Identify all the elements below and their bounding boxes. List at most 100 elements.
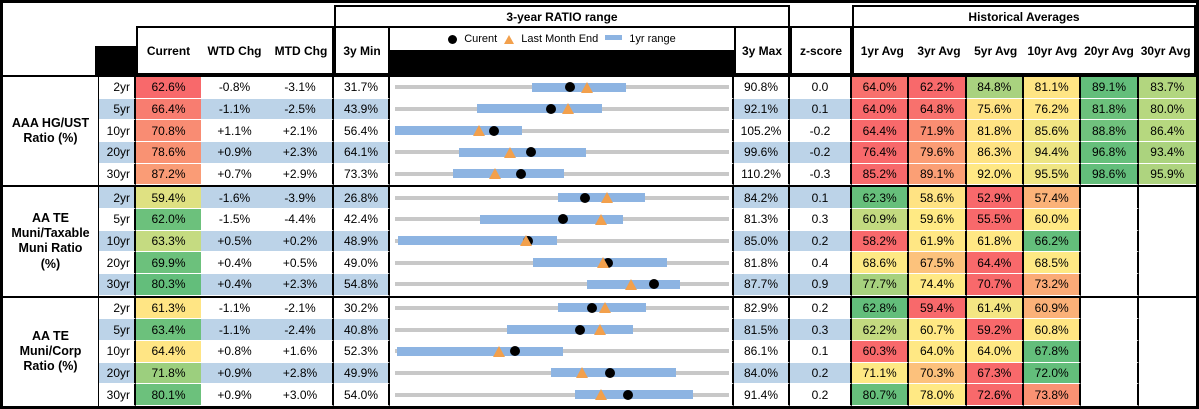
group-label-line: AAA HG/UST <box>11 115 90 130</box>
group-label-line: (%) <box>40 256 61 271</box>
mtd-chg-cell: +2.3% <box>268 273 334 296</box>
legend-range-label: 1yr range <box>629 33 676 45</box>
avg-cell: 89.1% <box>909 163 967 186</box>
ratio-group: AA TE Muni/Taxable Muni Ratio (%) 2yr 59.4% -1… <box>3 185 1196 296</box>
avg-cell: 70.3% <box>909 362 967 385</box>
range-chart-cell <box>390 362 734 385</box>
current-cell: 62.6% <box>136 77 201 99</box>
min-3y-cell: 48.9% <box>334 230 390 253</box>
last-month-triangle-marker <box>473 125 486 137</box>
min-3y-cell: 49.9% <box>334 362 390 385</box>
current-dot-marker <box>587 302 598 313</box>
one-year-range-bar <box>395 126 523 136</box>
max-3y-cell: 87.7% <box>734 273 790 296</box>
avg-cell: 75.6% <box>966 98 1024 121</box>
range-chart-cell <box>390 163 734 186</box>
tenor-cell: 10yr <box>99 120 136 142</box>
avg-cell: 59.6% <box>909 208 967 231</box>
avg-cell <box>1081 319 1139 341</box>
table-row: 30yr 80.1% +0.9% +3.0% 54.0% 91.4% 0.2 80.7% 78.… <box>99 384 1196 406</box>
avg-cell: 89.1% <box>1081 77 1139 99</box>
range-bar-icon <box>605 34 623 40</box>
table-header: 3-year RATIO range Historical Averages C… <box>3 3 1196 75</box>
group-rows: 2yr 61.3% -1.1% -2.1% 30.2% 82.9% 0.2 62.8% 59.4… <box>99 297 1196 406</box>
avg-cell: 92.0% <box>966 163 1024 186</box>
zscore-cell: 0.2 <box>790 362 852 385</box>
max-3y-cell: 84.2% <box>734 187 790 209</box>
avg-cell: 98.6% <box>1081 163 1139 186</box>
last-month-triangle-marker <box>562 103 575 115</box>
avg-columns-header: 1yr Avg 3yr Avg 5yr Avg 10yr Avg 20yr Av… <box>852 26 1196 75</box>
one-year-range-bar <box>452 169 564 179</box>
avg-cell: 59.4% <box>909 297 967 320</box>
avg-cell: 88.8% <box>1081 120 1139 142</box>
zscore-cell: 0.2 <box>790 297 852 320</box>
group-label: AA TE Muni/Taxable Muni Ratio (%) <box>3 187 99 296</box>
table-row: 20yr 69.9% +0.4% +0.5% 49.0% 81.8% 0.4 68.6% 67.… <box>99 252 1196 274</box>
range-chart-cell <box>390 384 734 406</box>
mtd-chg-cell: +2.3% <box>268 141 334 164</box>
wtd-chg-cell: +0.9% <box>201 384 268 406</box>
table-row: 2yr 59.4% -1.6% -3.9% 26.8% 84.2% 0.1 62.3% 58.6… <box>99 187 1196 209</box>
current-cell: 80.3% <box>136 273 201 296</box>
min-3y-cell: 64.1% <box>334 141 390 164</box>
last-month-triangle-marker <box>596 257 609 269</box>
current-dot-marker <box>564 82 575 93</box>
avg-cell: 68.6% <box>852 252 910 274</box>
avg-cell: 61.8% <box>966 230 1024 253</box>
mtd-chg-cell: -3.1% <box>268 77 334 99</box>
last-month-triangle-marker <box>601 192 614 204</box>
max-3y-cell: 82.9% <box>734 297 790 320</box>
max-3y-cell: 84.0% <box>734 362 790 385</box>
max-3y-cell: 85.0% <box>734 230 790 253</box>
zscore-cell: -0.2 <box>790 120 852 142</box>
avg-cell: 60.9% <box>852 208 910 231</box>
mtd-chg-cell: -2.4% <box>268 319 334 341</box>
table-row: 10yr 63.3% +0.5% +0.2% 48.9% 85.0% 0.2 58.2% 61.… <box>99 230 1196 253</box>
historical-averages-title: Historical Averages <box>968 9 1080 24</box>
tenor-cell: 20yr <box>99 141 136 164</box>
zscore-cell: 0.2 <box>790 384 852 406</box>
avg-cell: 67.8% <box>1023 340 1082 363</box>
ratio-group: AAA HG/UST Ratio (%) 2yr 62.6% -0.8% -3.1% 31.… <box>3 75 1196 186</box>
avg-cell <box>1081 208 1139 231</box>
avg-cell <box>1138 362 1196 385</box>
table-row: 5yr 66.4% -1.1% -2.5% 43.9% 92.1% 0.1 64.0% 64.8… <box>99 98 1196 121</box>
current-cell: 64.4% <box>136 340 201 363</box>
min-3y-cell: 52.3% <box>334 340 390 363</box>
avg-cell: 93.4% <box>1138 141 1196 164</box>
min-3y-cell: 42.4% <box>334 208 390 231</box>
mtd-chg-cell: -2.1% <box>268 297 334 320</box>
avg-cell <box>1138 230 1196 253</box>
col-header-wtd-chg: WTD Chg <box>207 43 262 58</box>
tenor-cell: 5yr <box>99 98 136 121</box>
tenor-cell: 5yr <box>99 319 136 341</box>
group-label-line: AA TE <box>31 328 70 343</box>
min-3y-cell: 54.8% <box>334 273 390 296</box>
avg-cell: 79.6% <box>909 141 967 164</box>
current-cell: 63.3% <box>136 230 201 253</box>
avg-cell: 64.0% <box>852 98 910 121</box>
mtd-chg-cell: -3.9% <box>268 187 334 209</box>
range-chart-cell <box>390 273 734 296</box>
avg-cell: 60.8% <box>1023 319 1082 341</box>
wtd-chg-cell: +1.1% <box>201 120 268 142</box>
avg-cell: 78.0% <box>909 384 967 406</box>
wtd-chg-cell: +0.4% <box>201 273 268 296</box>
range-chart-cell <box>390 187 734 209</box>
min-3y-cell: 43.9% <box>334 98 390 121</box>
wtd-chg-cell: -1.5% <box>201 208 268 231</box>
tenor-cell: 2yr <box>99 187 136 209</box>
chart-column-header: Curent Last Month End 1yr range <box>390 26 734 75</box>
group-rows: 2yr 62.6% -0.8% -3.1% 31.7% 90.8% 0.0 64.0% 62.2… <box>99 77 1196 186</box>
zscore-cell: 0.2 <box>790 230 852 253</box>
avg-cell <box>1081 187 1139 209</box>
zscore-cell: -0.2 <box>790 141 852 164</box>
max-3y-cell: 105.2% <box>734 120 790 142</box>
current-cell: 63.4% <box>136 319 201 341</box>
table-row: 20yr 71.8% +0.9% +2.8% 49.9% 84.0% 0.2 71.1% 70.… <box>99 362 1196 385</box>
wtd-chg-cell: -1.6% <box>201 187 268 209</box>
zscore-cell: -0.3 <box>790 163 852 186</box>
tenor-cell: 2yr <box>99 77 136 99</box>
